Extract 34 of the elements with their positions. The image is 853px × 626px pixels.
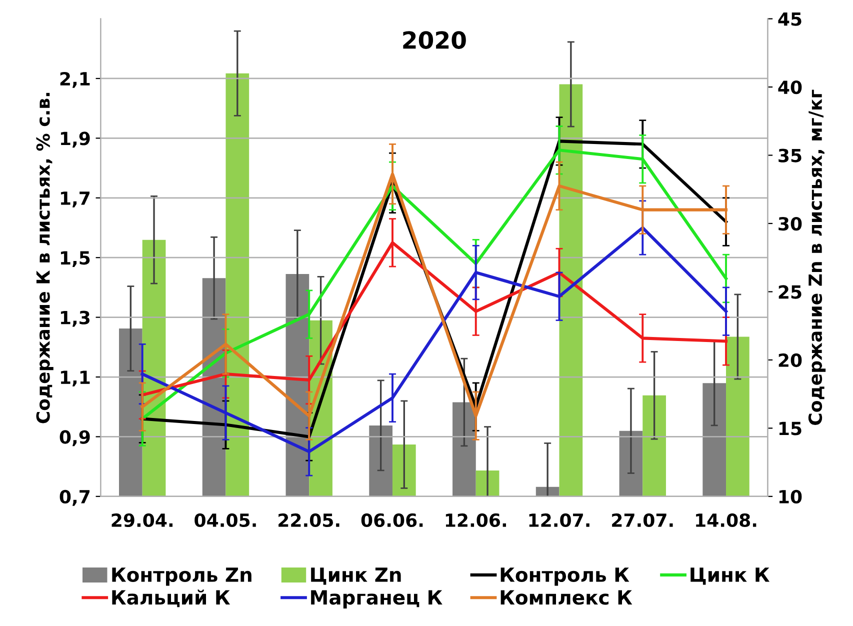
x-tick-label: 12.06. — [446, 513, 506, 528]
legend-label: Контроль К — [500, 568, 630, 586]
y-tick-label: 0,9 — [60, 430, 90, 446]
y-tick-label: 1,5 — [60, 251, 90, 268]
x-tick-label: 12.07. — [529, 513, 590, 528]
chart-title: 2020 — [403, 31, 466, 49]
legend-label: Цинк Zn — [311, 568, 401, 585]
y2-tick-label: 15 — [779, 422, 802, 436]
y-tick-label: 1,3 — [60, 310, 90, 327]
y2-tick-label: 35 — [778, 148, 802, 162]
legend-label: Контроль Zn — [112, 568, 252, 586]
y2-tick-label: 40 — [778, 80, 802, 94]
x-tick-label: 06.06. — [361, 513, 423, 528]
x-tick-label: 27.07. — [612, 513, 673, 528]
y2-tick-label: 10 — [779, 490, 802, 504]
y-tick-label: 1,7 — [60, 192, 90, 208]
legend-label: Комплекс К — [500, 590, 632, 605]
y-tick-label: 1,1 — [60, 370, 90, 386]
y2-axis-title: Содержание Zn в листьях, мг/кг — [808, 90, 826, 425]
x-tick-label: 22.05. — [278, 513, 340, 528]
legend-label: Кальций К — [112, 590, 230, 608]
legend-label: Марганец К — [311, 590, 442, 608]
y-tick-label: 1,9 — [60, 132, 90, 148]
y-tick-label: 0,7 — [60, 490, 90, 506]
y2-tick-label: 30 — [778, 216, 802, 231]
legend-label: Цинк К — [690, 568, 770, 585]
x-tick-label: 04.05. — [194, 513, 256, 528]
y-axis-title: Содержание К в листьях, % с.в. — [36, 92, 54, 424]
y-tick-label: 2,1 — [60, 72, 90, 88]
y2-tick-label: 20 — [778, 353, 802, 368]
x-tick-label: 14.08. — [696, 513, 756, 528]
y2-tick-label: 45 — [778, 12, 802, 26]
x-tick-label: 29.04. — [112, 513, 172, 528]
y2-tick-label: 25 — [778, 285, 802, 299]
